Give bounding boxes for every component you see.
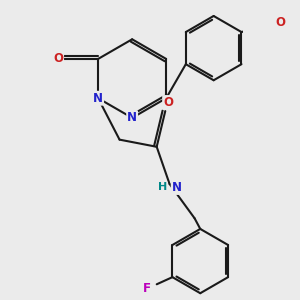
Text: N: N [127, 111, 137, 124]
Text: O: O [163, 96, 173, 109]
Text: O: O [275, 16, 285, 28]
Text: N: N [93, 92, 103, 105]
Text: H: H [158, 182, 167, 193]
Text: O: O [53, 52, 63, 65]
Text: N: N [172, 181, 182, 194]
Text: F: F [143, 282, 151, 295]
